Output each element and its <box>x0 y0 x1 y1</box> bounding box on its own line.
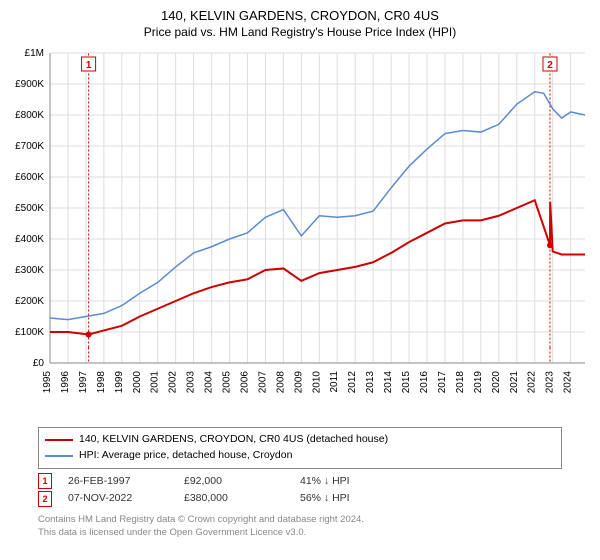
note-delta-2: 56% ↓ HPI <box>300 490 350 508</box>
legend-swatch-1 <box>45 439 73 441</box>
note-marker-2: 2 <box>38 491 52 507</box>
svg-text:£300K: £300K <box>15 265 44 276</box>
svg-text:2003: 2003 <box>186 371 197 394</box>
svg-text:2019: 2019 <box>473 371 484 394</box>
svg-text:£100K: £100K <box>15 327 44 338</box>
svg-text:2018: 2018 <box>455 371 466 394</box>
svg-text:2022: 2022 <box>527 371 538 394</box>
footer-line-1: Contains HM Land Registry data © Crown c… <box>38 514 562 526</box>
chart-title: 140, KELVIN GARDENS, CROYDON, CR0 4US <box>0 0 600 23</box>
footer-line-2: This data is licensed under the Open Gov… <box>38 527 562 539</box>
svg-text:2004: 2004 <box>204 371 215 394</box>
svg-text:2010: 2010 <box>311 371 322 394</box>
transaction-notes: 1 26-FEB-1997 £92,000 41% ↓ HPI 2 07-NOV… <box>38 473 562 509</box>
svg-text:1995: 1995 <box>42 371 53 394</box>
chart-plot-area: £0 £100K £200K £300K £400K £500K £600K £700K £80… <box>0 43 600 423</box>
svg-text:2: 2 <box>547 60 553 71</box>
legend-row-1: 140, KELVIN GARDENS, CROYDON, CR0 4US (d… <box>45 432 555 448</box>
svg-text:2012: 2012 <box>347 371 358 394</box>
svg-text:2013: 2013 <box>365 371 376 394</box>
svg-text:£0: £0 <box>33 358 45 369</box>
svg-text:2008: 2008 <box>275 371 286 394</box>
svg-text:2016: 2016 <box>419 371 430 394</box>
svg-text:£400K: £400K <box>15 234 44 245</box>
svg-text:2021: 2021 <box>509 371 520 394</box>
svg-text:£600K: £600K <box>15 172 44 183</box>
chart-container: 140, KELVIN GARDENS, CROYDON, CR0 4US Pr… <box>0 0 600 560</box>
footer-attribution: Contains HM Land Registry data © Crown c… <box>38 514 562 539</box>
chart-svg: £0 £100K £200K £300K £400K £500K £600K £700K £80… <box>0 43 600 423</box>
svg-text:2001: 2001 <box>150 371 161 394</box>
svg-text:2024: 2024 <box>563 371 574 394</box>
svg-text:2014: 2014 <box>383 371 394 394</box>
svg-text:1996: 1996 <box>60 371 71 394</box>
note-price-1: £92,000 <box>184 473 284 491</box>
svg-text:2009: 2009 <box>293 371 304 394</box>
legend-label-1: 140, KELVIN GARDENS, CROYDON, CR0 4US (d… <box>79 432 388 448</box>
note-delta-1: 41% ↓ HPI <box>300 473 350 491</box>
svg-text:1998: 1998 <box>96 371 107 394</box>
svg-text:£800K: £800K <box>15 110 44 121</box>
note-marker-1: 1 <box>38 473 52 489</box>
svg-text:2000: 2000 <box>132 371 143 394</box>
note-date-1: 26-FEB-1997 <box>68 473 168 491</box>
legend-row-2: HPI: Average price, detached house, Croy… <box>45 448 555 464</box>
svg-text:2011: 2011 <box>329 371 340 393</box>
svg-text:1: 1 <box>86 60 92 71</box>
svg-text:£700K: £700K <box>15 141 44 152</box>
svg-text:2015: 2015 <box>401 371 412 394</box>
svg-text:1997: 1997 <box>78 371 89 394</box>
svg-text:2017: 2017 <box>437 371 448 394</box>
legend-label-2: HPI: Average price, detached house, Croy… <box>79 448 292 464</box>
note-row-2: 2 07-NOV-2022 £380,000 56% ↓ HPI <box>38 490 562 508</box>
svg-text:2007: 2007 <box>257 371 268 394</box>
svg-text:2020: 2020 <box>491 371 502 394</box>
note-price-2: £380,000 <box>184 490 284 508</box>
svg-text:£900K: £900K <box>15 79 44 90</box>
svg-text:2023: 2023 <box>545 371 556 394</box>
legend-box: 140, KELVIN GARDENS, CROYDON, CR0 4US (d… <box>38 427 562 469</box>
note-row-1: 1 26-FEB-1997 £92,000 41% ↓ HPI <box>38 473 562 491</box>
svg-text:2006: 2006 <box>239 371 250 394</box>
chart-subtitle: Price paid vs. HM Land Registry's House … <box>0 23 600 43</box>
svg-text:2002: 2002 <box>168 371 179 394</box>
svg-text:£200K: £200K <box>15 296 44 307</box>
svg-text:1999: 1999 <box>114 371 125 394</box>
svg-text:2005: 2005 <box>222 371 233 394</box>
svg-text:£1M: £1M <box>25 48 44 59</box>
legend-swatch-2 <box>45 455 73 457</box>
svg-text:£500K: £500K <box>15 203 44 214</box>
note-date-2: 07-NOV-2022 <box>68 490 168 508</box>
